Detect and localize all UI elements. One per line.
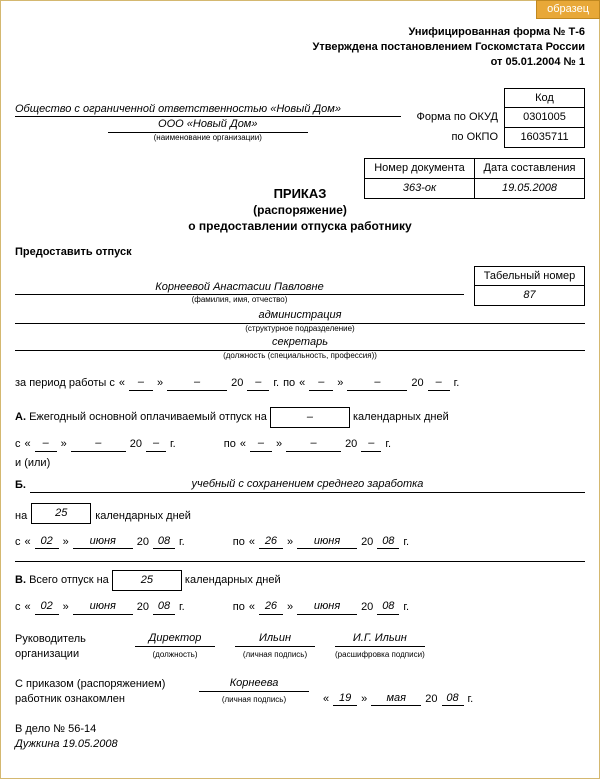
- mgr-name: И.Г. Ильин: [335, 631, 425, 647]
- section-a: А. Ежегодный основной оплачиваемый отпус…: [15, 407, 585, 428]
- a-days: –: [270, 407, 350, 428]
- emp-sub: (фамилия, имя, отчество): [15, 295, 464, 306]
- tabnum-lbl: Табельный номер: [475, 266, 585, 286]
- a-txt: Ежегодный основной оплачиваемый отпуск н…: [29, 411, 267, 423]
- docnum: 363-ок: [365, 178, 475, 198]
- codes-table: Код Форма по ОКУД0301005 по ОКПО16035711: [411, 88, 586, 149]
- pos-val: секретарь: [15, 335, 585, 351]
- period-txt: за период работы с: [15, 376, 115, 391]
- pos-sub: (должность (специальность, профессия)): [15, 351, 585, 362]
- p-to: по: [283, 376, 295, 391]
- okud-lbl: Форма по ОКУД: [411, 108, 505, 128]
- okpo-lbl: по ОКПО: [411, 128, 505, 148]
- doc-subtitle2: о предоставлении отпуска работнику: [15, 218, 585, 234]
- kod-hdr: Код: [505, 88, 585, 108]
- grant-label: Предоставить отпуск: [15, 245, 585, 260]
- v-lbl: В.: [15, 574, 26, 586]
- p-y2: –: [428, 375, 450, 391]
- section-b: Б. учебный с сохранением среднего зарабо…: [15, 477, 585, 493]
- docnum-lbl: Номер документа: [365, 159, 475, 179]
- docdate: 19.05.2008: [475, 178, 585, 198]
- b-txt: учебный с сохранением среднего заработка: [30, 477, 585, 493]
- doc-table: Номер документаДата составления 363-ок19…: [364, 158, 585, 199]
- a-daystxt: календарных дней: [353, 411, 449, 423]
- p-m2: –: [347, 375, 407, 391]
- section-v: В. Всего отпуск на 25 календарных дней: [15, 561, 585, 591]
- org-sub: (наименование организации): [15, 133, 401, 144]
- v-txt: Всего отпуск на: [29, 574, 109, 586]
- okud-val: 0301005: [505, 108, 585, 128]
- emp-name: Корнеевой Анастасии Павловне: [15, 280, 464, 296]
- p-d1: –: [129, 375, 153, 391]
- mgr-sig: Ильин: [235, 631, 315, 647]
- ack-sig: Корнеева: [199, 676, 309, 692]
- footer-l1: В дело № 56-14: [15, 722, 585, 737]
- b-lbl: Б.: [15, 478, 26, 493]
- manager-row: Руководитель организации Директор(должно…: [15, 631, 585, 662]
- period-row: за период работы с «–» – 20– г. по «–» –…: [15, 375, 585, 391]
- org-line2: ООО «Новый Дом»: [108, 117, 308, 133]
- a-or: и (или): [15, 456, 585, 471]
- tabnum-table: Табельный номер 87: [474, 266, 585, 307]
- sample-tag: образец: [536, 0, 600, 19]
- a-lbl: А.: [15, 411, 26, 423]
- docdate-lbl: Дата составления: [475, 159, 585, 179]
- v-days: 25: [112, 570, 182, 591]
- tabnum-val: 87: [475, 286, 585, 306]
- mgr-pos: Директор: [135, 631, 215, 647]
- hdr-line2: Утверждена постановлением Госкомстата Ро…: [15, 40, 585, 55]
- doc-subtitle1: (распоряжение): [15, 202, 585, 218]
- hdr-line1: Унифицированная форма № Т-6: [15, 25, 585, 40]
- dept-sub: (структурное подразделение): [15, 324, 585, 335]
- p-m1: –: [167, 375, 227, 391]
- form-header: Унифицированная форма № Т-6 Утверждена п…: [15, 25, 585, 70]
- p-y1: –: [247, 375, 269, 391]
- ack-row: С приказом (распоряжением) работник озна…: [15, 676, 585, 707]
- hdr-line3: от 05.01.2004 № 1: [15, 55, 585, 70]
- b-days: 25: [31, 503, 91, 524]
- dept-val: администрация: [15, 308, 585, 324]
- okpo-val: 16035711: [505, 128, 585, 148]
- footer-l2: Дужкина 19.05.2008: [15, 737, 585, 752]
- org-line1: Общество с ограниченной ответственностью…: [15, 102, 401, 118]
- p-d2: –: [309, 375, 333, 391]
- footer: В дело № 56-14 Дужкина 19.05.2008: [15, 722, 585, 752]
